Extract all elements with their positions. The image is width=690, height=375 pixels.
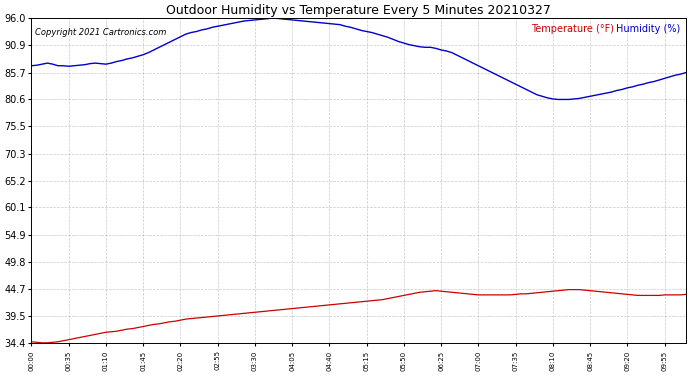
- Text: Copyright 2021 Cartronics.com: Copyright 2021 Cartronics.com: [34, 28, 166, 37]
- Legend: Temperature (°F), Humidity (%): Temperature (°F), Humidity (%): [530, 23, 681, 35]
- Title: Outdoor Humidity vs Temperature Every 5 Minutes 20210327: Outdoor Humidity vs Temperature Every 5 …: [166, 4, 551, 17]
